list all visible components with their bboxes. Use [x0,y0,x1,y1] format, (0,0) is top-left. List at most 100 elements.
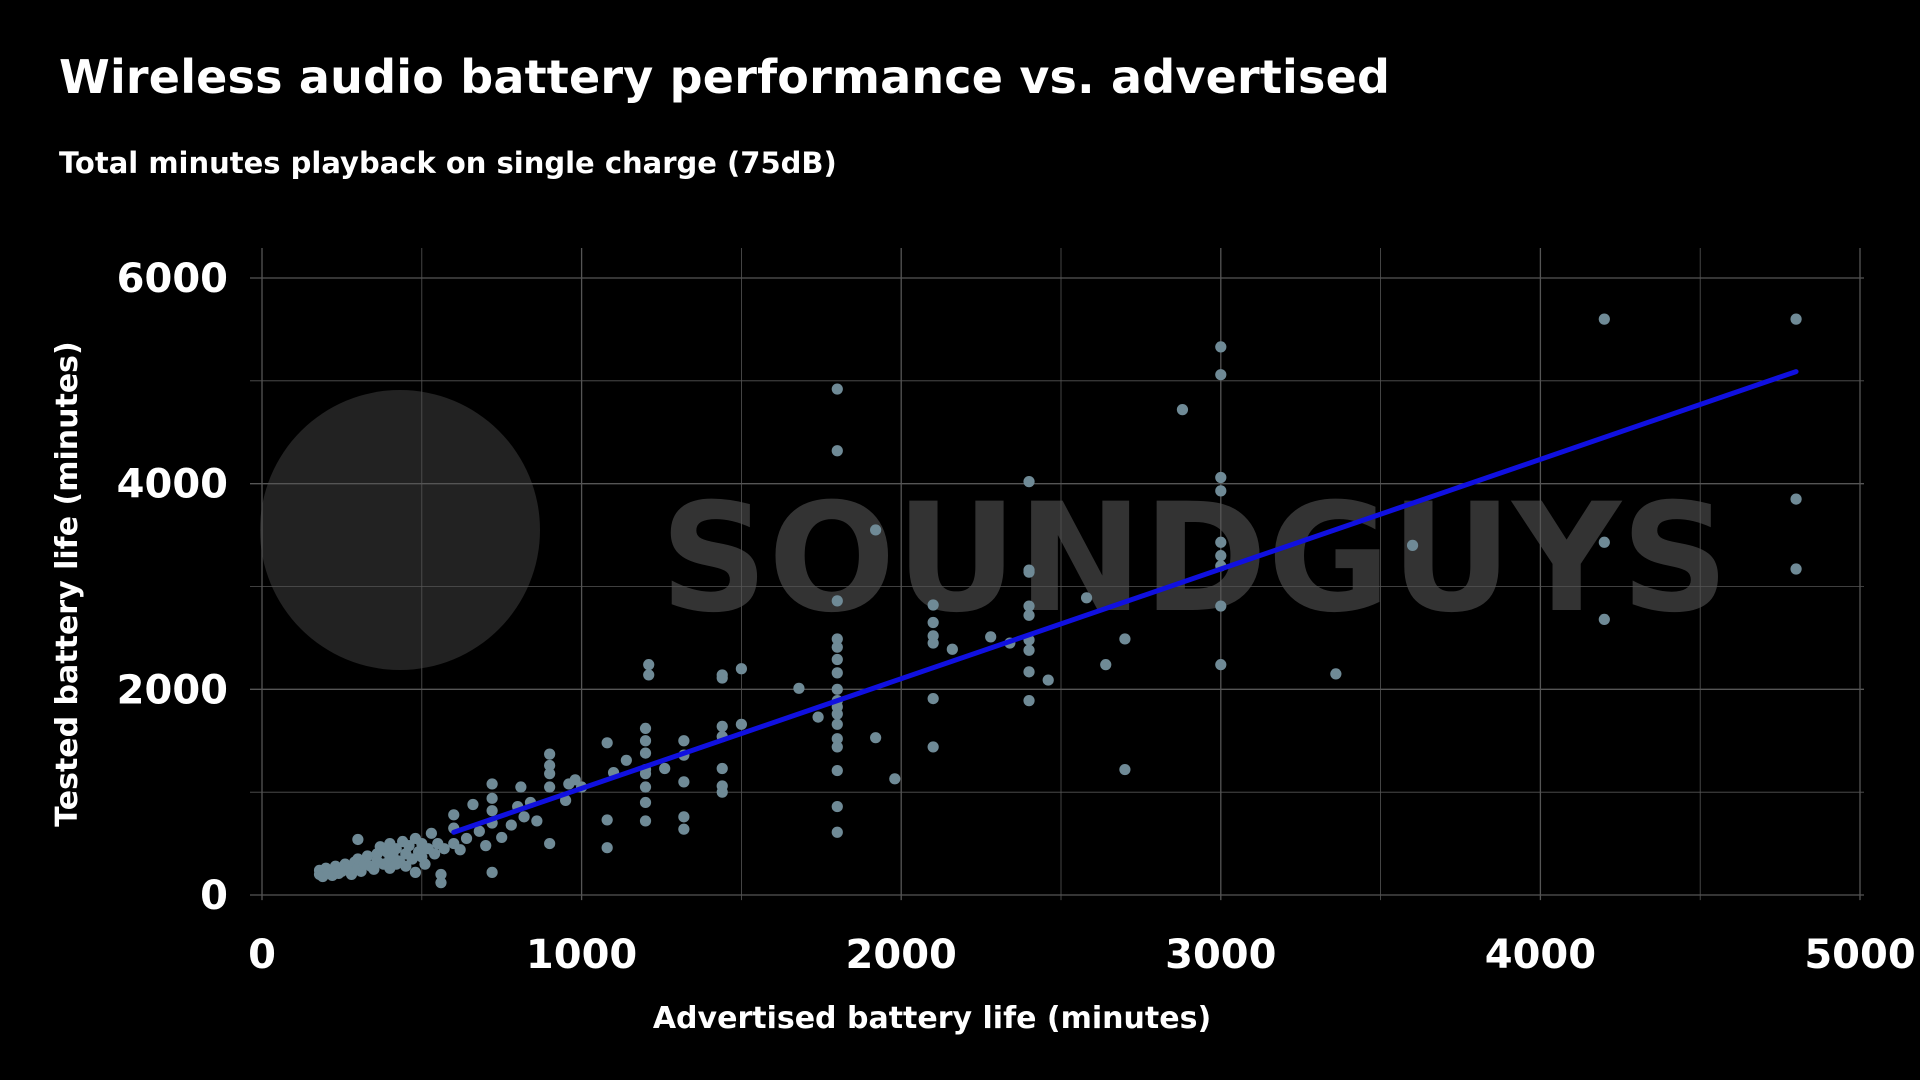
data-point [639,781,652,793]
data-point [460,832,473,845]
data-point [927,741,939,753]
data-point [1790,563,1802,575]
trend-line-group [451,369,1799,835]
data-point [400,860,412,872]
data-point [1598,313,1610,325]
data-point [870,732,882,744]
data-point [1042,674,1054,686]
data-point [659,762,671,775]
data-point [1598,536,1610,548]
data-point [678,735,690,747]
data-point [1023,644,1035,656]
data-point [1215,550,1227,562]
data-points [313,313,1802,889]
data-point [544,781,556,793]
data-point [831,653,843,666]
data-point [406,853,418,865]
data-point [639,796,652,809]
x-tick-label: 1000 [526,932,637,978]
data-point [831,595,843,607]
data-point [812,711,824,723]
data-point [601,842,613,854]
data-point [831,383,843,395]
data-point [1176,404,1189,416]
watermark-text: SOUNDGUYS [660,472,1729,646]
data-point [419,858,431,870]
data-point [735,663,748,675]
data-point [496,831,508,844]
data-point [1215,485,1227,497]
x-tick-label: 4000 [1485,932,1596,978]
data-point [1215,659,1227,671]
data-point [1406,539,1419,551]
data-point [1023,600,1035,612]
data-point [716,780,728,792]
data-point [544,837,556,850]
data-point [486,778,498,790]
chart-title: Wireless audio battery performance vs. a… [59,50,1391,104]
chart-subtitle: Total minutes playback on single charge … [59,146,837,180]
data-point [448,809,460,821]
data-point [601,814,613,826]
data-point [831,718,843,730]
data-point [620,754,632,766]
data-point [486,866,498,878]
data-point [1598,613,1610,626]
data-point [716,672,728,684]
y-tick-label: 0 [200,873,228,919]
data-point [735,718,748,730]
data-point [454,844,466,856]
data-point [560,794,572,806]
data-point [1790,313,1802,325]
data-point [716,720,728,732]
data-point [518,811,530,823]
data-point [927,630,939,642]
data-point [1215,369,1227,381]
data-point [480,840,492,852]
data-point [985,631,997,643]
data-point [486,792,498,804]
data-point [505,819,517,831]
data-point [1790,493,1802,505]
data-point [467,798,479,811]
data-point [428,848,441,860]
data-point [425,827,437,839]
data-point [946,643,958,655]
data-point [643,659,655,671]
data-point [831,683,843,695]
data-point [435,877,447,889]
data-point [831,633,843,645]
x-tick-label: 0 [248,932,276,978]
data-point [831,641,843,653]
grid [250,248,1864,901]
data-point [486,805,498,817]
x-tick-label: 5000 [1804,932,1915,978]
x-tick-label: 3000 [1165,932,1276,978]
data-point [1100,659,1112,671]
data-point [1215,536,1227,548]
data-point [1119,633,1131,645]
data-point [473,825,485,837]
tick-labels: 0 1000 2000 3000 4000 5000 0 2000 4000 6000 [117,256,1916,978]
x-axis-label: Advertised battery life (minutes) [653,1001,1211,1036]
data-point [515,781,527,793]
data-point [409,866,422,878]
data-point [352,833,364,846]
data-point [831,445,843,457]
data-point [793,682,805,694]
data-point [831,741,843,753]
watermark-layer: SOUNDGUYS [260,390,1729,670]
y-tick-label: 4000 [117,462,228,508]
data-point [1215,471,1227,484]
data-point [544,748,556,760]
data-point [678,811,690,823]
data-point [639,722,652,735]
data-point [544,759,556,772]
y-tick-label: 2000 [117,667,228,713]
data-point [678,823,690,835]
data-point [643,669,655,681]
data-point [927,692,939,705]
data-point [1119,763,1131,776]
data-point [1330,668,1342,680]
